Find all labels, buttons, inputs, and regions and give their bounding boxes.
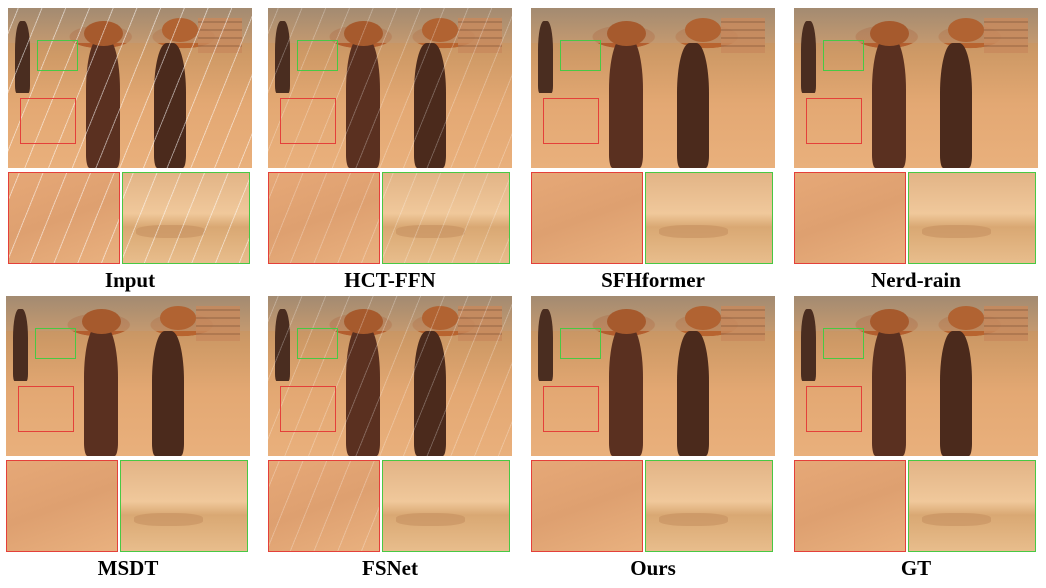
red-crop <box>8 172 120 264</box>
green-crop <box>382 460 510 552</box>
main-image <box>268 8 512 168</box>
main-image <box>8 8 252 168</box>
panel-ours: Ours <box>531 296 775 588</box>
red-crop <box>268 460 380 552</box>
main-image <box>6 296 250 456</box>
rain-streaks <box>268 296 512 456</box>
main-image <box>531 8 775 168</box>
red-crop <box>6 460 118 552</box>
red-crop <box>531 172 643 264</box>
main-image <box>794 296 1038 456</box>
panel-msdt: MSDT <box>6 296 250 588</box>
panel-fsnet: FSNet <box>268 296 512 588</box>
main-image <box>268 296 512 456</box>
main-image <box>794 8 1038 168</box>
panel-label: Ours <box>630 556 676 580</box>
green-crop <box>122 172 250 264</box>
panel-input: Input <box>8 8 252 300</box>
panel-sfhformer: SFHformer <box>531 8 775 300</box>
rain-streaks <box>8 8 252 168</box>
green-zoom-box <box>37 40 79 71</box>
panel-label: SFHformer <box>601 268 705 292</box>
rain-streaks <box>268 8 512 168</box>
panel-label: Nerd-rain <box>871 268 961 292</box>
green-crop <box>645 460 773 552</box>
red-crop <box>794 460 906 552</box>
green-zoom-box <box>560 40 602 71</box>
red-zoom-box <box>280 385 336 433</box>
green-crop <box>120 460 248 552</box>
red-zoom-box <box>543 385 599 433</box>
panel-hct-ffn: HCT-FFN <box>268 8 512 300</box>
panel-nerd-rain: Nerd-rain <box>794 8 1038 300</box>
green-crop <box>908 172 1036 264</box>
green-zoom-box <box>823 40 865 71</box>
panel-label: FSNet <box>362 556 418 580</box>
panel-label: MSDT <box>97 556 159 580</box>
green-crop <box>908 460 1036 552</box>
red-zoom-box <box>18 385 74 433</box>
green-zoom-box <box>560 328 602 359</box>
red-crop <box>794 172 906 264</box>
panel-label: GT <box>900 556 932 580</box>
green-zoom-box <box>823 328 865 359</box>
panel-gt: GT <box>794 296 1038 588</box>
panel-label: Input <box>104 268 156 292</box>
red-crop <box>268 172 380 264</box>
red-zoom-box <box>543 97 599 145</box>
red-zoom-box <box>280 97 336 145</box>
green-crop <box>382 172 510 264</box>
green-zoom-box <box>297 40 339 71</box>
panel-label: HCT-FFN <box>344 268 436 292</box>
red-zoom-box <box>806 97 862 145</box>
red-crop <box>531 460 643 552</box>
red-zoom-box <box>806 385 862 433</box>
green-zoom-box <box>35 328 77 359</box>
green-crop <box>645 172 773 264</box>
green-zoom-box <box>297 328 339 359</box>
red-zoom-box <box>20 97 76 145</box>
main-image <box>531 296 775 456</box>
